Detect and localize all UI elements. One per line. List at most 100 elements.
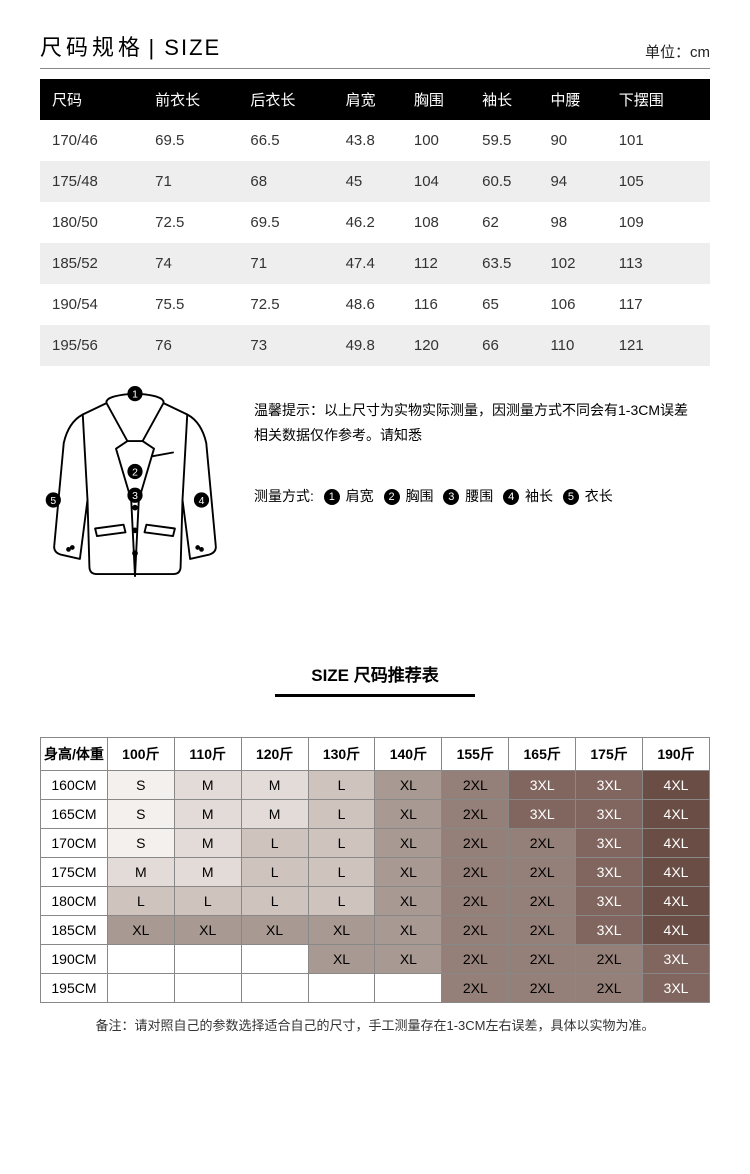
measure-item: 胸围 <box>402 488 438 504</box>
measure-number-icon: 5 <box>563 489 579 505</box>
footnote-text: 备注：请对照自己的参数选择适合自己的尺寸，手工测量存在1-3CM左右误差，具体以… <box>40 1015 710 1034</box>
measure-item: 袖长 <box>521 488 557 504</box>
measure-item: 衣长 <box>581 488 613 504</box>
height-cell: 185CM <box>41 915 108 944</box>
size-cell: L <box>308 828 375 857</box>
table-cell: 104 <box>410 161 478 202</box>
table-cell: 66 <box>478 325 546 366</box>
height-cell: 170CM <box>41 828 108 857</box>
table-cell: 60.5 <box>478 161 546 202</box>
unit-label: 单位：cm <box>645 41 710 62</box>
size-cell: 4XL <box>643 770 710 799</box>
size-cell: 4XL <box>643 915 710 944</box>
size-cell: 4XL <box>643 857 710 886</box>
size-cell: 3XL <box>576 828 643 857</box>
size-cell: 2XL <box>442 915 509 944</box>
table-cell: 110 <box>546 325 614 366</box>
measure-number-icon: 2 <box>384 489 400 505</box>
size-cell: 2XL <box>509 828 576 857</box>
measure-number-icon: 3 <box>443 489 459 505</box>
size-cell <box>174 944 241 973</box>
size-cell: 2XL <box>442 944 509 973</box>
size-cell <box>241 944 308 973</box>
table-cell: 101 <box>615 120 710 161</box>
measure-number-icon: 4 <box>503 489 519 505</box>
size-cell: 2XL <box>442 799 509 828</box>
table-row: 190/5475.572.548.611665106117 <box>40 284 710 325</box>
svg-text:4: 4 <box>199 496 205 507</box>
svg-text:2: 2 <box>132 467 138 478</box>
size-cell: 3XL <box>576 915 643 944</box>
table-row: 190CMXLXL2XL2XL2XL3XL <box>41 944 710 973</box>
table-cell: 195/56 <box>40 325 151 366</box>
table-cell: 106 <box>546 284 614 325</box>
table-cell: 47.4 <box>342 243 410 284</box>
size-cell: M <box>241 799 308 828</box>
size-cell: 2XL <box>576 973 643 1002</box>
size-cell: 2XL <box>509 857 576 886</box>
measurement-info-row: 1 2 3 4 5 温馨提示：以上尺寸为实物实际测量，因测量方式不同会有1-3C… <box>40 386 710 591</box>
table-cell: 102 <box>546 243 614 284</box>
size-cell: L <box>308 886 375 915</box>
table-cell: 120 <box>410 325 478 366</box>
page-title: 尺码规格 | SIZE <box>40 30 221 62</box>
table-cell: 69.5 <box>246 202 341 243</box>
title-separator: | <box>148 35 164 60</box>
table-cell: 46.2 <box>342 202 410 243</box>
size-cell <box>107 973 174 1002</box>
table-cell: 100 <box>410 120 478 161</box>
table-row: 170CMSMLLXL2XL2XL3XL4XL <box>41 828 710 857</box>
table-cell: 190/54 <box>40 284 151 325</box>
table-row: 195CM2XL2XL2XL3XL <box>41 973 710 1002</box>
size-cell: S <box>107 828 174 857</box>
table-cell: 48.6 <box>342 284 410 325</box>
recommend-table-header: 175斤 <box>576 737 643 770</box>
size-cell: XL <box>375 857 442 886</box>
size-cell <box>174 973 241 1002</box>
height-cell: 165CM <box>41 799 108 828</box>
recommend-table-header: 165斤 <box>509 737 576 770</box>
table-cell: 68 <box>246 161 341 202</box>
size-cell: 3XL <box>576 799 643 828</box>
size-cell: XL <box>241 915 308 944</box>
size-cell: M <box>174 799 241 828</box>
size-cell: XL <box>375 770 442 799</box>
table-cell: 71 <box>246 243 341 284</box>
table-cell: 105 <box>615 161 710 202</box>
size-cell: XL <box>107 915 174 944</box>
size-spec-table: 尺码前衣长后衣长肩宽胸围袖长中腰下摆围 170/4669.566.543.810… <box>40 79 710 366</box>
table-row: 165CMSMMLXL2XL3XL3XL4XL <box>41 799 710 828</box>
size-table-header: 下摆围 <box>615 79 710 120</box>
size-cell: XL <box>375 799 442 828</box>
size-cell: L <box>241 857 308 886</box>
height-cell: 160CM <box>41 770 108 799</box>
table-cell: 121 <box>615 325 710 366</box>
size-cell: 3XL <box>576 857 643 886</box>
table-cell: 180/50 <box>40 202 151 243</box>
svg-text:1: 1 <box>132 389 138 400</box>
size-cell: 3XL <box>643 973 710 1002</box>
tip-line-2: 相关数据仅作参考。请知悉 <box>254 423 710 448</box>
table-cell: 170/46 <box>40 120 151 161</box>
table-row: 180CMLLLLXL2XL2XL3XL4XL <box>41 886 710 915</box>
size-cell: XL <box>375 915 442 944</box>
size-cell: M <box>241 770 308 799</box>
size-cell: XL <box>375 944 442 973</box>
table-cell: 90 <box>546 120 614 161</box>
table-cell: 74 <box>151 243 246 284</box>
size-cell: 4XL <box>643 799 710 828</box>
size-table-header: 后衣长 <box>246 79 341 120</box>
size-cell: L <box>308 770 375 799</box>
size-cell: M <box>107 857 174 886</box>
size-cell: L <box>308 799 375 828</box>
size-table-header: 袖长 <box>478 79 546 120</box>
table-row: 185CMXLXLXLXLXL2XL2XL3XL4XL <box>41 915 710 944</box>
table-cell: 65 <box>478 284 546 325</box>
size-cell: M <box>174 770 241 799</box>
table-cell: 109 <box>615 202 710 243</box>
size-cell <box>107 944 174 973</box>
size-cell: 2XL <box>509 973 576 1002</box>
size-cell: 2XL <box>509 915 576 944</box>
height-cell: 195CM <box>41 973 108 1002</box>
recommend-table-header: 155斤 <box>442 737 509 770</box>
